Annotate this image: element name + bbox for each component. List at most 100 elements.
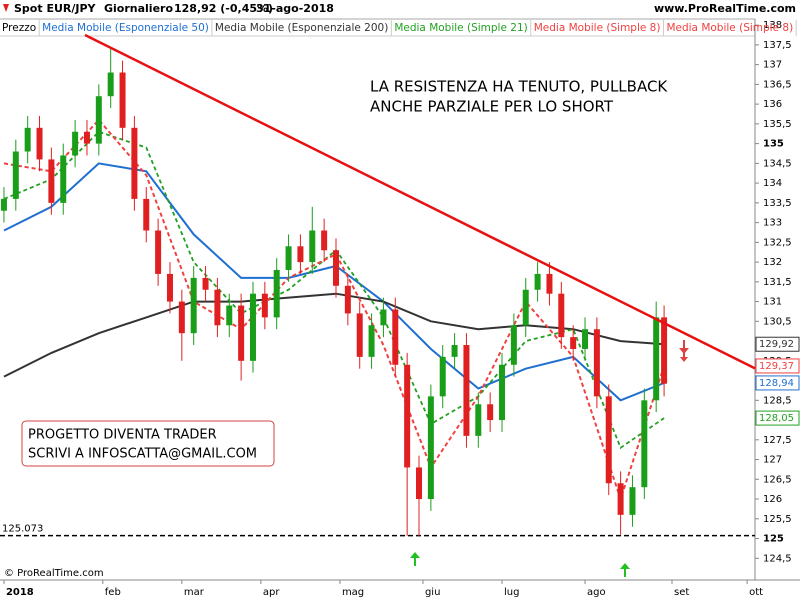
ma-line: [3, 118, 665, 502]
candle-body: [475, 404, 482, 436]
candle-body: [297, 246, 304, 263]
legend-entry: Media Mobile (Simple 8): [534, 22, 661, 34]
candle-body: [95, 96, 102, 144]
note: SCRIVI A INFOSCATTA@GMAIL.COM: [28, 447, 257, 462]
annotation: LA RESISTENZA HA TENUTO, PULLBACK: [370, 78, 668, 96]
candle-body: [439, 356, 446, 397]
candle-body: [368, 325, 375, 357]
legend-entry: Prezzo: [2, 22, 36, 34]
period: Giornaliero: [104, 2, 173, 15]
candle-body: [344, 285, 351, 314]
candle-body: [416, 467, 423, 500]
y-tick-label: 124,5: [763, 553, 792, 564]
candle-body: [60, 155, 67, 203]
candle-body: [178, 301, 185, 334]
plot: 125.073: [0, 33, 756, 537]
y-tick-label: 135: [763, 139, 784, 150]
candle-body: [72, 131, 79, 156]
candle-body: [546, 273, 553, 294]
candle-body: [83, 131, 90, 144]
candle-body: [119, 72, 126, 128]
date: 31-ago-2018: [256, 2, 334, 15]
price-label: 129,37: [759, 361, 794, 372]
y-tick-label: 134: [763, 178, 782, 189]
x-tick-label: giu: [425, 587, 440, 598]
y-tick-label: 127: [763, 455, 782, 466]
candle-body: [36, 127, 43, 160]
y-tick-label: 136,5: [763, 79, 792, 90]
candle-body: [261, 293, 268, 318]
y-tick-label: 131,5: [763, 277, 792, 288]
candle-body: [427, 396, 434, 500]
y-tick-label: 138: [763, 20, 782, 31]
price-label-box: [755, 410, 800, 426]
site: www.ProRealTime.com: [654, 2, 796, 15]
candle-body: [309, 230, 316, 263]
candle-body: [510, 325, 517, 365]
candle-body: [661, 317, 668, 384]
y-tick-label: 133: [763, 218, 782, 229]
y-tick-label: 125,5: [763, 514, 792, 525]
candle-body: [558, 293, 565, 338]
header: Spot EUR/JPY Giornaliero 128,92 (-0,45%)…: [3, 2, 796, 15]
support-label: 125.073: [2, 524, 43, 535]
candle-body: [570, 337, 577, 349]
up-arrow: [620, 563, 630, 577]
y-tick-label: 135,5: [763, 119, 792, 130]
candle-body: [0, 198, 7, 211]
candle-body: [629, 487, 636, 515]
candle-body: [321, 230, 328, 251]
quote: 128,92 (-0,45%): [174, 2, 273, 15]
candle-body: [593, 329, 600, 397]
candle-body: [451, 345, 458, 357]
candle-body: [380, 309, 387, 326]
price-label: 128,94: [759, 378, 794, 389]
candle-body: [285, 246, 292, 270]
candle-body: [582, 329, 589, 349]
candle-body: [273, 269, 280, 318]
y-tick-label: 127,5: [763, 435, 792, 446]
y-tick-label: 133,5: [763, 198, 792, 209]
candle-body: [214, 289, 221, 326]
candle-body: [356, 313, 363, 357]
legend-entry: Media Mobile (Esponenziale 200): [215, 22, 388, 34]
y-tick-label: 128,5: [763, 395, 792, 406]
candle-body: [653, 317, 660, 401]
candle-body: [463, 345, 470, 436]
y-tick-label: 131: [763, 297, 782, 308]
candle-body: [190, 277, 197, 334]
price-label-box: [755, 336, 800, 352]
candle-body: [24, 127, 31, 152]
down-icon: [3, 4, 9, 12]
y-tick-label: 136: [763, 99, 782, 110]
y-tick-label: 132: [763, 257, 782, 268]
candle-body: [48, 159, 55, 203]
y-tick-label: 137,5: [763, 40, 792, 51]
price-label: 128,05: [759, 413, 794, 424]
x-tick-label: mag: [342, 587, 364, 598]
candle-body: [605, 396, 612, 484]
x-tick-label: feb: [105, 587, 121, 598]
candle-body: [249, 293, 256, 361]
x-tick-label: lug: [504, 587, 519, 598]
candle-body: [499, 364, 506, 421]
legend-entry: Media Mobile (Esponenziale 50): [42, 22, 209, 34]
candle-body: [143, 198, 150, 231]
note: PROGETTO DIVENTA TRADER: [28, 428, 217, 443]
annotation: ANCHE PARZIALE PER LO SHORT: [370, 98, 614, 116]
instrument: Spot EUR/JPY: [14, 2, 97, 15]
candle-body: [617, 483, 624, 515]
candle-body: [107, 72, 114, 97]
candle-body: [226, 305, 233, 326]
y-tick-label: 126,5: [763, 474, 792, 485]
x-tick-label: apr: [263, 587, 280, 598]
candle-body: [641, 400, 648, 488]
candle-body: [534, 273, 541, 290]
x-tick-label: ott: [749, 587, 763, 598]
candle-body: [392, 309, 399, 365]
price-label-box: [755, 358, 800, 374]
x-tick-label: ago: [587, 587, 606, 598]
price-label: 129,92: [759, 339, 794, 350]
